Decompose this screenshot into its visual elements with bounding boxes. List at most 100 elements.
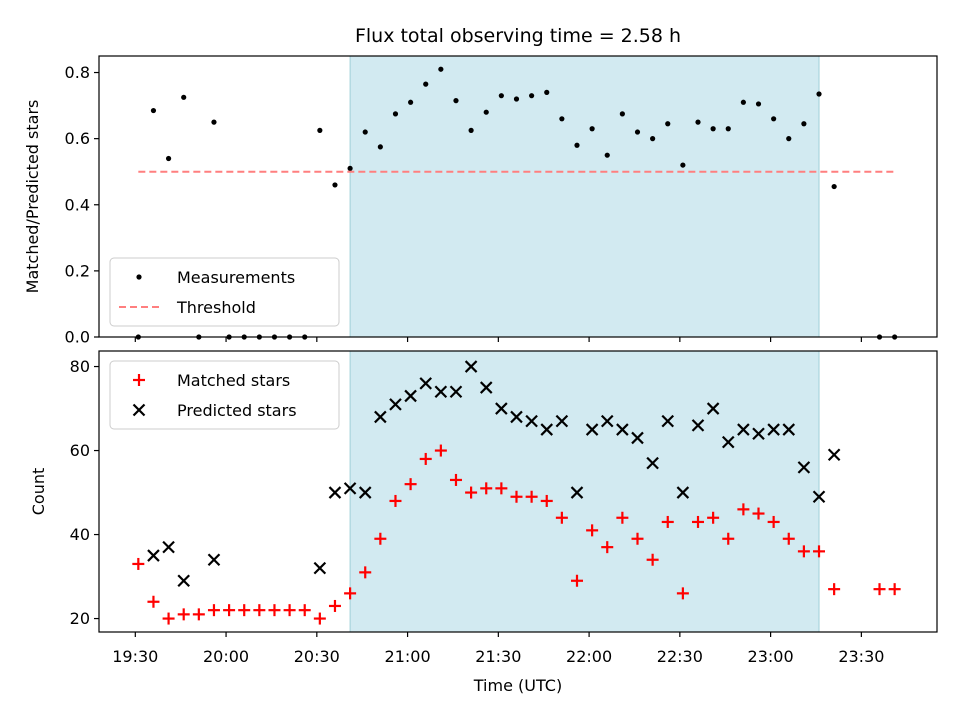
matched-stars-point [601,541,614,554]
matched-stars-point [344,587,357,600]
measurement-point [392,111,399,117]
matched-stars-point [873,583,886,596]
matched-stars-point [253,604,266,617]
measurement-point [695,119,701,125]
matched-stars-point [661,515,674,528]
predicted-stars-point [177,574,190,588]
predicted-stars-point [737,423,750,436]
predicted-stars-point [464,360,478,373]
matched-stars-point [813,545,826,558]
matched-stars-point [616,511,629,524]
predicted-stars-point [525,414,538,428]
predicted-stars-point-b [540,423,554,436]
measurement-point [725,126,731,132]
matched-stars-point [525,490,538,503]
matched-stars-point [707,511,720,524]
matched-stars-point [223,604,236,617]
matched-stars-point [162,612,175,625]
predicted-stars-point [358,486,372,499]
predicted-stars-point-b [404,389,417,403]
measurement-point [317,127,323,133]
matched-stars-point [374,532,387,545]
matched-stars-point [465,486,478,499]
predicted-stars-point-b [177,574,190,588]
chart-title: Flux total observing time = 2.58 h [355,25,681,47]
y-tick-label: 80 [70,357,90,376]
predicted-stars-point-b [737,423,750,436]
predicted-stars-point [434,385,448,399]
matched-stars-point [782,532,795,545]
matched-stars-point [449,473,462,486]
matched-stars-point [646,553,659,566]
matched-stars-point [434,444,447,457]
predicted-stars-point-b [631,431,644,445]
predicted-stars-point-b [495,402,508,415]
measurement-point [604,152,610,158]
counts-legend: Matched stars Predicted stars [109,360,340,430]
predicted-stars-point [782,423,796,436]
predicted-stars-point-b [676,486,690,499]
predicted-stars-point-b [555,414,569,428]
measurement-point [362,129,368,135]
measurement-point [650,136,656,142]
predicted-stars-point-b [525,414,538,428]
x-tick-label: 22:00 [566,647,612,666]
predicted-stars-point [812,490,826,504]
predicted-stars-point-b [419,377,433,390]
counts-x-ticks: 19:30 20:00 20:30 21:00 21:30 22:00 22:30 23:00… [112,632,884,666]
predicted-stars-point [585,423,599,436]
matched-stars-point [540,494,553,507]
matched-stars-point [389,494,402,507]
legend-matched-stars-marker [133,374,145,386]
predicted-stars-point [389,398,402,411]
ratio-legend: Measurements Threshold [109,257,340,327]
predicted-stars-point [374,410,387,424]
matched-stars-point [192,608,205,621]
matched-stars-point [313,612,326,625]
matched-stars-point [268,604,281,617]
matched-stars-point [767,515,780,528]
predicted-stars-point [343,482,357,495]
y-tick-label: 0.8 [65,63,90,82]
predicted-stars-point-b [434,385,448,399]
predicted-stars-point-b [313,561,327,575]
matched-stars-point [207,604,220,617]
x-tick-label: 22:30 [657,647,703,666]
x-tick-label: 21:30 [475,647,521,666]
counts-axes-frame [98,350,938,633]
matched-stars-point [676,587,689,600]
measurement-point [468,127,474,133]
x-tick-label: 20:30 [294,647,340,666]
matched-stars-point [328,599,341,612]
predicted-stars-point-b [328,486,342,499]
legend-measurements-marker [136,274,142,280]
predicted-stars-point [555,414,569,428]
predicted-stars-point-b [706,402,720,415]
predicted-stars-point [147,549,160,562]
counts-marks [132,351,901,632]
predicted-stars-point-b [449,385,463,399]
x-tick-label: 19:30 [112,647,158,666]
predicted-stars-point-b [812,490,826,504]
predicted-stars-point-b [585,423,599,436]
matched-stars-point [752,507,765,520]
matched-stars-point [283,604,296,617]
measurement-point [544,89,550,95]
matched-stars-point [692,515,705,528]
predicted-stars-point [721,435,735,449]
predicted-stars-point-b [147,549,160,562]
predicted-stars-point-b [646,456,659,470]
measurement-point [634,129,641,135]
matched-stars-point [238,604,251,617]
measurement-point [453,98,459,104]
matched-stars-point [480,482,493,495]
predicted-stars-point [328,486,342,499]
predicted-stars-point-b [827,448,841,462]
measurement-point [498,93,504,99]
measurement-point [347,165,353,171]
matched-stars-point [147,595,160,608]
predicted-stars-point [616,423,629,436]
matched-stars-point [495,482,508,495]
ratio-legend-box [109,257,340,327]
